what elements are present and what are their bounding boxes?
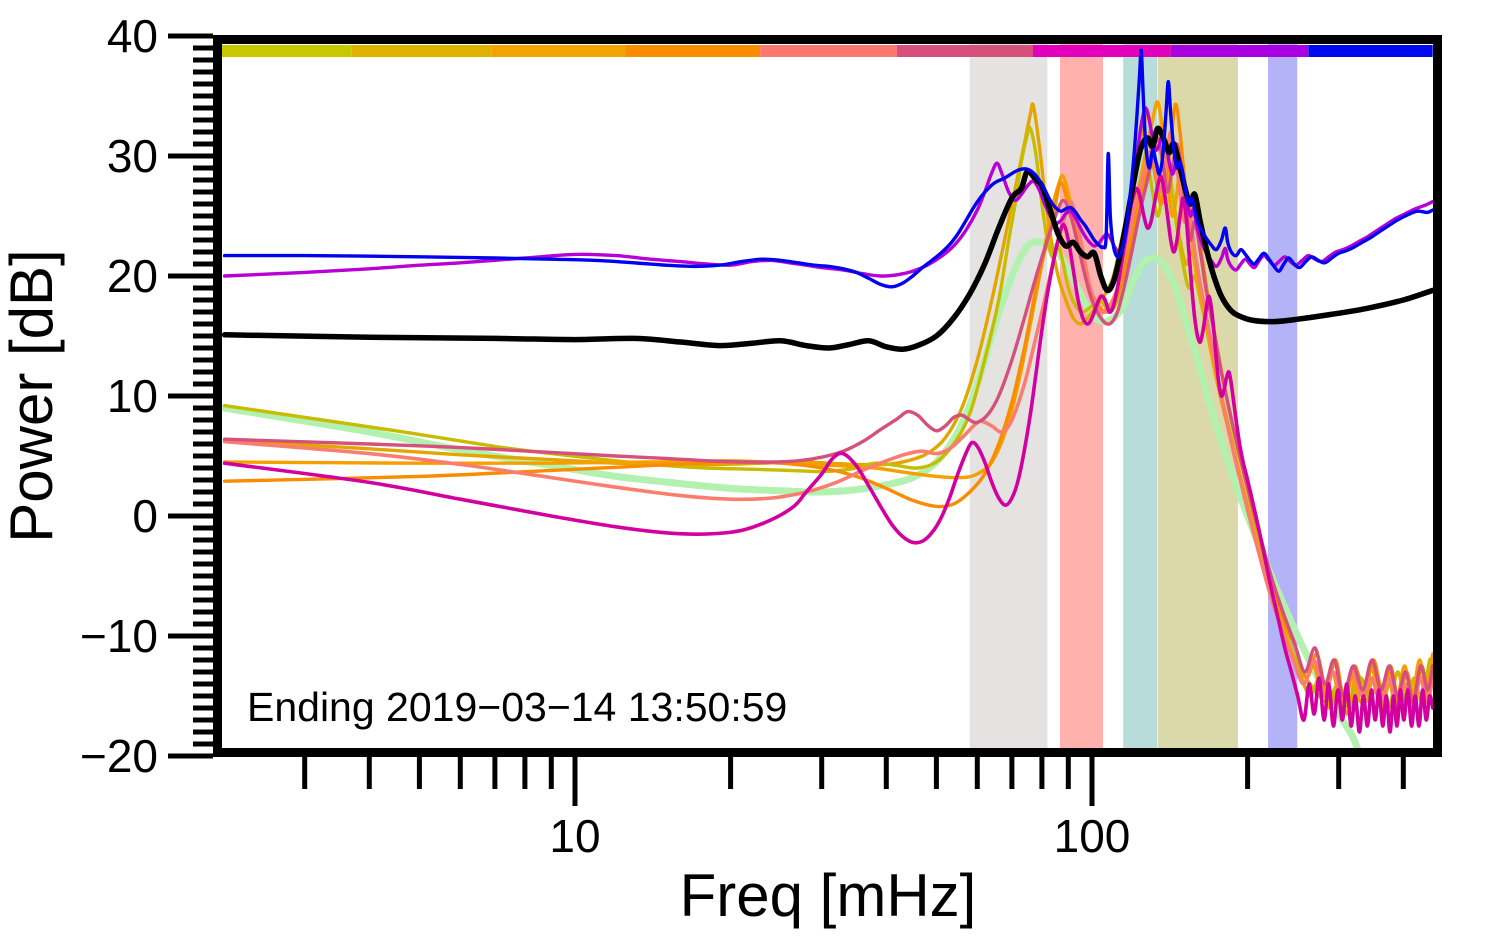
band-khaki <box>1157 44 1238 748</box>
series-magenta <box>222 174 1433 734</box>
y-axis-label: Power [dB] <box>0 249 65 542</box>
y-tick-label: 10 <box>107 370 158 422</box>
strip-segment-4 <box>625 45 760 57</box>
series-olive <box>222 125 1433 710</box>
series-gold <box>222 102 1433 716</box>
y-tick-label: 20 <box>107 250 158 302</box>
series-violet <box>222 106 1433 278</box>
series-group <box>222 100 1433 748</box>
series-black-mean <box>222 125 1433 352</box>
y-tick-label: −20 <box>80 730 158 782</box>
strip-segment-6 <box>896 45 1033 57</box>
series-orange-dark <box>222 102 1433 704</box>
y-tick-label: 0 <box>132 490 158 542</box>
y-tick-label: −10 <box>80 610 158 662</box>
series-blue <box>222 48 1433 289</box>
strip-segment-9 <box>1308 45 1433 57</box>
band-pink <box>1060 44 1103 748</box>
strip-segment-7 <box>1033 45 1171 57</box>
annotation-ending-time: Ending 2019−03−14 13:50:59 <box>247 684 787 730</box>
series-salmon <box>222 130 1433 710</box>
strip-segment-2 <box>351 45 492 57</box>
strip-segment-1 <box>222 45 352 57</box>
series-orange-light <box>222 100 1433 710</box>
x-tick-label: 100 <box>1054 810 1131 862</box>
x-axis-label: Freq [mHz] <box>680 862 977 929</box>
y-tick-label: 40 <box>107 10 158 62</box>
y-tick-label: 30 <box>107 130 158 182</box>
strip-segment-5 <box>760 45 897 57</box>
x-tick-label: 10 <box>549 810 600 862</box>
series-crimson <box>222 136 1433 704</box>
plot-frame <box>213 35 1442 757</box>
series-top-group <box>222 48 1433 289</box>
segment-color-strip <box>222 45 1433 57</box>
strip-segment-3 <box>491 45 626 57</box>
strip-segment-8 <box>1170 45 1309 57</box>
